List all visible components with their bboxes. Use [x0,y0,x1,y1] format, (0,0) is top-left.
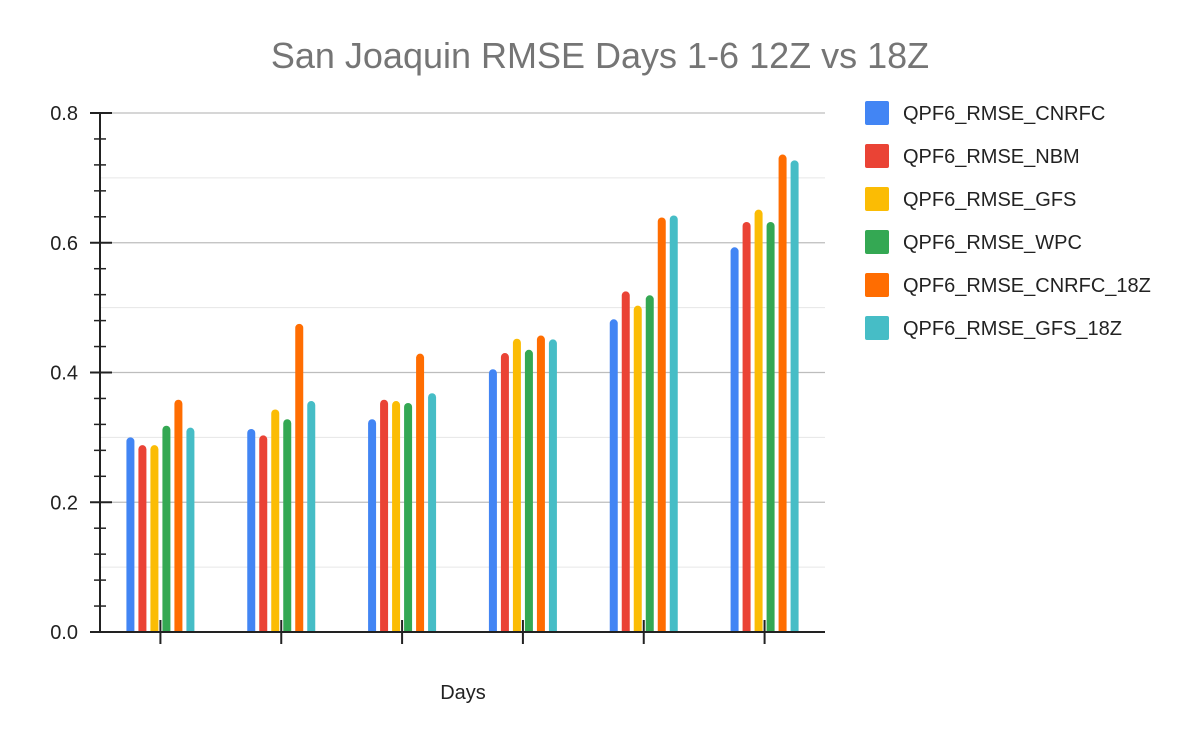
y-tick-label: 0.6 [50,233,78,255]
legend-item-qpf6-rmse-cnrfc: QPF6_RMSE_CNRFC [865,101,1105,125]
y-tick-label: 0.4 [50,363,78,385]
bar-qpf6-rmse-gfs-18z-day-6 [790,160,799,632]
y-axis: 0.0 0.2 0.4 0.6 0.8 [50,103,112,644]
bar-qpf6-rmse-gfs-day-1 [150,445,159,632]
bar-qpf6-rmse-wpc-day-5 [645,295,654,632]
bar-qpf6-rmse-gfs-18z-day-5 [669,215,678,632]
bar-qpf6-rmse-nbm-day-6 [742,221,751,633]
legend-label: QPF6_RMSE_GFS [903,189,1076,211]
legend-item-qpf6-rmse-gfs-18z: QPF6_RMSE_GFS_18Z [865,316,1122,340]
bar-qpf6-rmse-cnrfc-18z-day-3 [416,353,425,632]
legend-label: QPF6_RMSE_CNRFC [903,103,1105,125]
bar-qpf6-rmse-gfs-day-6 [754,209,763,632]
legend-swatch [865,316,889,340]
bar-qpf6-rmse-wpc-day-2 [283,419,292,632]
gridlines [100,112,825,568]
chart-title: San Joaquin RMSE Days 1-6 12Z vs 18Z [271,35,929,76]
legend: QPF6_RMSE_CNRFC QPF6_RMSE_NBM QPF6_RMSE_GF… [865,101,1151,340]
bar-qpf6-rmse-nbm-day-2 [259,435,268,632]
bars [126,154,799,633]
legend-item-qpf6-rmse-nbm: QPF6_RMSE_NBM [865,144,1080,168]
bar-qpf6-rmse-cnrfc-day-6 [730,247,739,632]
bar-qpf6-rmse-gfs-day-3 [392,401,401,632]
bar-qpf6-rmse-nbm-day-4 [500,353,509,632]
x-axis [100,620,825,644]
legend-swatch [865,187,889,211]
legend-swatch [865,101,889,125]
legend-swatch [865,273,889,297]
bar-qpf6-rmse-gfs-18z-day-4 [548,339,557,632]
bar-qpf6-rmse-cnrfc-18z-day-1 [174,399,183,632]
legend-label: QPF6_RMSE_CNRFC_18Z [903,275,1151,297]
bar-qpf6-rmse-cnrfc-day-1 [126,437,135,632]
bar-qpf6-rmse-cnrfc-day-5 [609,319,618,632]
bar-qpf6-rmse-wpc-day-3 [404,402,413,632]
bar-qpf6-rmse-nbm-day-3 [380,399,389,632]
bar-qpf6-rmse-gfs-18z-day-2 [307,401,316,632]
bar-qpf6-rmse-gfs-day-2 [271,409,280,632]
y-tick-label: 0.0 [50,622,78,644]
bar-qpf6-rmse-cnrfc-day-3 [368,419,377,632]
bar-qpf6-rmse-cnrfc-day-4 [488,369,497,632]
legend-swatch [865,230,889,254]
bar-qpf6-rmse-cnrfc-day-2 [247,428,256,632]
y-tick-label: 0.2 [50,492,78,514]
bar-qpf6-rmse-wpc-day-4 [524,349,533,632]
x-axis-label: Days [440,682,486,704]
legend-label: QPF6_RMSE_NBM [903,146,1080,168]
bar-qpf6-rmse-gfs-18z-day-3 [428,393,437,632]
y-tick-label: 0.8 [50,103,78,125]
bar-qpf6-rmse-cnrfc-18z-day-5 [657,217,666,633]
bar-qpf6-rmse-cnrfc-18z-day-4 [536,335,545,632]
bar-qpf6-rmse-cnrfc-18z-day-6 [778,154,787,632]
legend-label: QPF6_RMSE_WPC [903,232,1082,254]
legend-item-qpf6-rmse-gfs: QPF6_RMSE_GFS [865,187,1076,211]
legend-item-qpf6-rmse-cnrfc-18z: QPF6_RMSE_CNRFC_18Z [865,273,1151,297]
bar-qpf6-rmse-wpc-day-1 [162,425,171,632]
legend-label: QPF6_RMSE_GFS_18Z [903,318,1122,340]
legend-item-qpf6-rmse-wpc: QPF6_RMSE_WPC [865,230,1082,254]
bar-qpf6-rmse-nbm-day-1 [138,445,147,632]
bar-qpf6-rmse-cnrfc-18z-day-2 [295,323,304,632]
legend-swatch [865,144,889,168]
bar-qpf6-rmse-gfs-day-4 [512,338,521,632]
bar-qpf6-rmse-gfs-18z-day-1 [186,427,195,632]
bar-qpf6-rmse-nbm-day-5 [621,291,630,632]
bar-qpf6-rmse-wpc-day-6 [766,221,775,633]
bar-qpf6-rmse-gfs-day-5 [633,305,642,632]
